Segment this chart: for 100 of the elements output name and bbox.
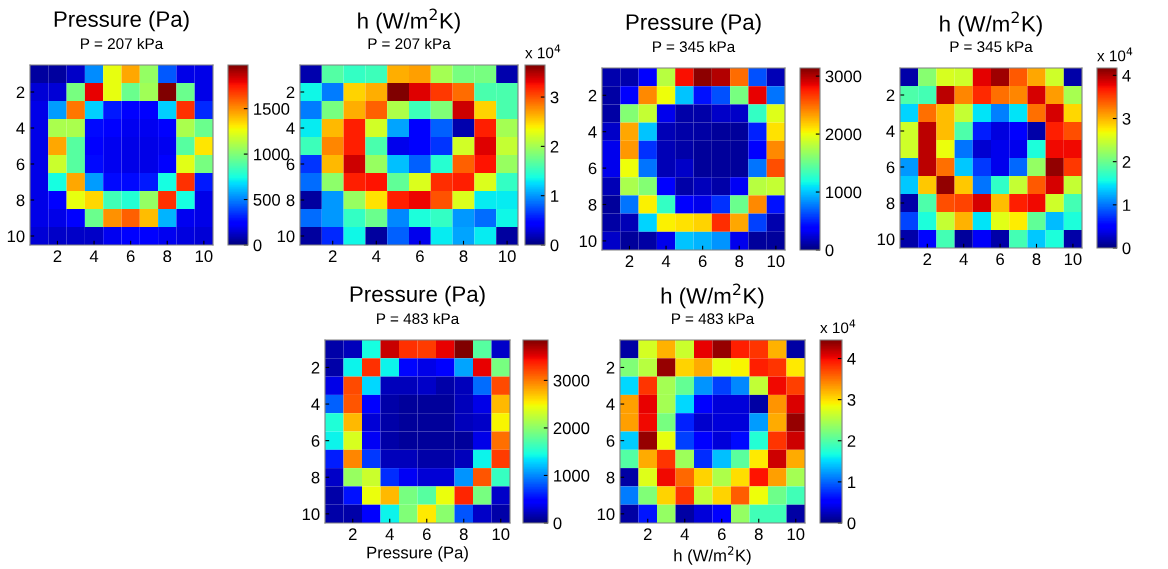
y-tick-label: 8 [886, 197, 895, 210]
y-tick-label: 4 [286, 122, 295, 135]
y-tick-label: 8 [606, 471, 615, 484]
x-tick-label: 8 [754, 528, 763, 541]
chart-subtitle: P = 345 kPa [653, 40, 736, 53]
color-bar-label: 1000 [554, 469, 590, 482]
color-bar-label: 2 [550, 140, 559, 153]
y-tick-label: 6 [606, 435, 615, 447]
x-tick-label: 8 [459, 250, 468, 263]
x-tick-label: 2 [328, 250, 337, 262]
x-tick-label: 6 [996, 253, 1004, 266]
chart-subtitle: P = 345 kPa [950, 40, 1033, 53]
y-tick-label: 10 [277, 230, 295, 243]
x-tick-label: 6 [422, 528, 431, 541]
x-tick-label: 2 [643, 528, 652, 540]
x-tick-label: 10 [499, 250, 516, 263]
y-tick-label: 2 [311, 361, 320, 374]
y-tick-label: 4 [886, 125, 895, 138]
y-tick-label: 10 [7, 230, 25, 243]
x-tick-label: 2 [923, 253, 932, 265]
chart-title: h (W/m$^{2}$K) [940, 11, 1042, 37]
color-bar-label: 3 [847, 394, 856, 406]
color-bar-label: 0 [553, 517, 562, 530]
x-tick-label: 6 [698, 255, 707, 268]
y-tick-label: 10 [579, 235, 597, 248]
chart-title: h (W/m$^{2}$K) [358, 8, 460, 34]
x-tick-label: 8 [1032, 253, 1041, 266]
x-tick-label: 8 [163, 250, 172, 263]
x-tick-label: 10 [492, 528, 510, 541]
color-bar-label: 0 [847, 517, 856, 530]
x-tick-label: 6 [717, 528, 726, 541]
y-tick-label: 2 [886, 89, 895, 102]
color-bar-label: 1500 [254, 103, 290, 115]
x-tick-label: 4 [372, 250, 381, 262]
y-tick-label: 10 [597, 508, 615, 521]
color-bar-label: 2 [1122, 156, 1131, 168]
y-tick-label: 8 [311, 471, 320, 484]
color-bar-label: 3 [550, 91, 559, 104]
y-tick-label: 4 [16, 122, 25, 135]
color-bar-label: 2 [847, 435, 856, 447]
color-bar-label: 1 [1123, 199, 1131, 211]
x-tick-label: 4 [959, 253, 968, 265]
y-tick-label: 4 [606, 398, 615, 411]
color-bar-title: x 10$^{4}$ [525, 44, 561, 59]
y-tick-label: 2 [16, 86, 25, 99]
color-bar-label: 500 [253, 193, 281, 206]
color-bar-label: 2000 [553, 422, 590, 435]
x-tick-label: 10 [1064, 253, 1082, 266]
x-tick-label: 10 [767, 255, 785, 268]
color-bar-label: 0 [550, 239, 559, 252]
x-tick-label: 2 [53, 250, 62, 262]
y-tick-label: 10 [302, 508, 320, 521]
color-bar-label: 2000 [825, 128, 862, 141]
color-bar-label: 1 [551, 190, 559, 202]
y-tick-label: 6 [16, 158, 25, 171]
x-tick-label: 8 [459, 528, 468, 541]
color-bar-title: x 10$^{4}$ [1097, 47, 1133, 62]
x-tick-label: 4 [661, 255, 671, 267]
color-bar-title: x 10$^{4}$ [820, 319, 856, 334]
color-bar-label: 3000 [553, 374, 590, 387]
x-axis-title: Pressure (Pa) [367, 546, 468, 562]
color-bar-label: 4 [847, 353, 856, 365]
color-bar-label: 3000 [825, 70, 862, 83]
color-bar-label: 1000 [826, 186, 862, 199]
y-tick-label: 4 [588, 126, 597, 138]
chart-subtitle: P = 483 kPa [377, 312, 460, 325]
color-bar-label: 1 [848, 476, 856, 488]
y-tick-label: 2 [606, 361, 615, 374]
chart-title: Pressure (Pa) [350, 285, 485, 307]
color-bar-label: 0 [253, 239, 262, 252]
y-tick-label: 10 [877, 233, 895, 246]
y-tick-label: 2 [286, 86, 295, 99]
x-tick-label: 4 [680, 528, 689, 540]
x-tick-label: 4 [89, 250, 99, 262]
x-tick-label: 10 [787, 528, 805, 541]
x-axis-title: h (W/m$^{2}$K) [674, 546, 751, 565]
color-bar-label: 0 [1122, 242, 1131, 255]
chart-subtitle: P = 483 kPa [672, 312, 755, 325]
chart-title: h (W/m$^{2}$K) [661, 283, 764, 309]
color-bar-label: 0 [825, 244, 834, 257]
chart-subtitle: P = 207 kPa [368, 37, 451, 50]
x-tick-label: 2 [625, 255, 634, 267]
y-tick-label: 6 [588, 162, 597, 175]
x-tick-label: 6 [416, 250, 424, 263]
y-tick-label: 8 [286, 194, 295, 207]
x-tick-label: 6 [126, 250, 135, 263]
y-tick-label: 8 [588, 198, 597, 211]
chart-subtitle: P = 207 kPa [81, 37, 164, 50]
x-tick-label: 8 [735, 255, 744, 268]
color-bar-label: 4 [1122, 69, 1131, 82]
x-tick-label: 4 [385, 528, 394, 540]
y-tick-label: 8 [16, 194, 25, 207]
y-tick-label: 4 [311, 398, 320, 411]
x-tick-label: 10 [195, 250, 213, 263]
y-tick-label: 6 [311, 435, 320, 447]
y-tick-label: 2 [588, 89, 597, 102]
x-tick-label: 2 [348, 528, 357, 540]
color-bar-label: 3 [1122, 112, 1131, 125]
y-tick-label: 6 [886, 161, 895, 174]
chart-title: Pressure (Pa) [54, 10, 189, 32]
